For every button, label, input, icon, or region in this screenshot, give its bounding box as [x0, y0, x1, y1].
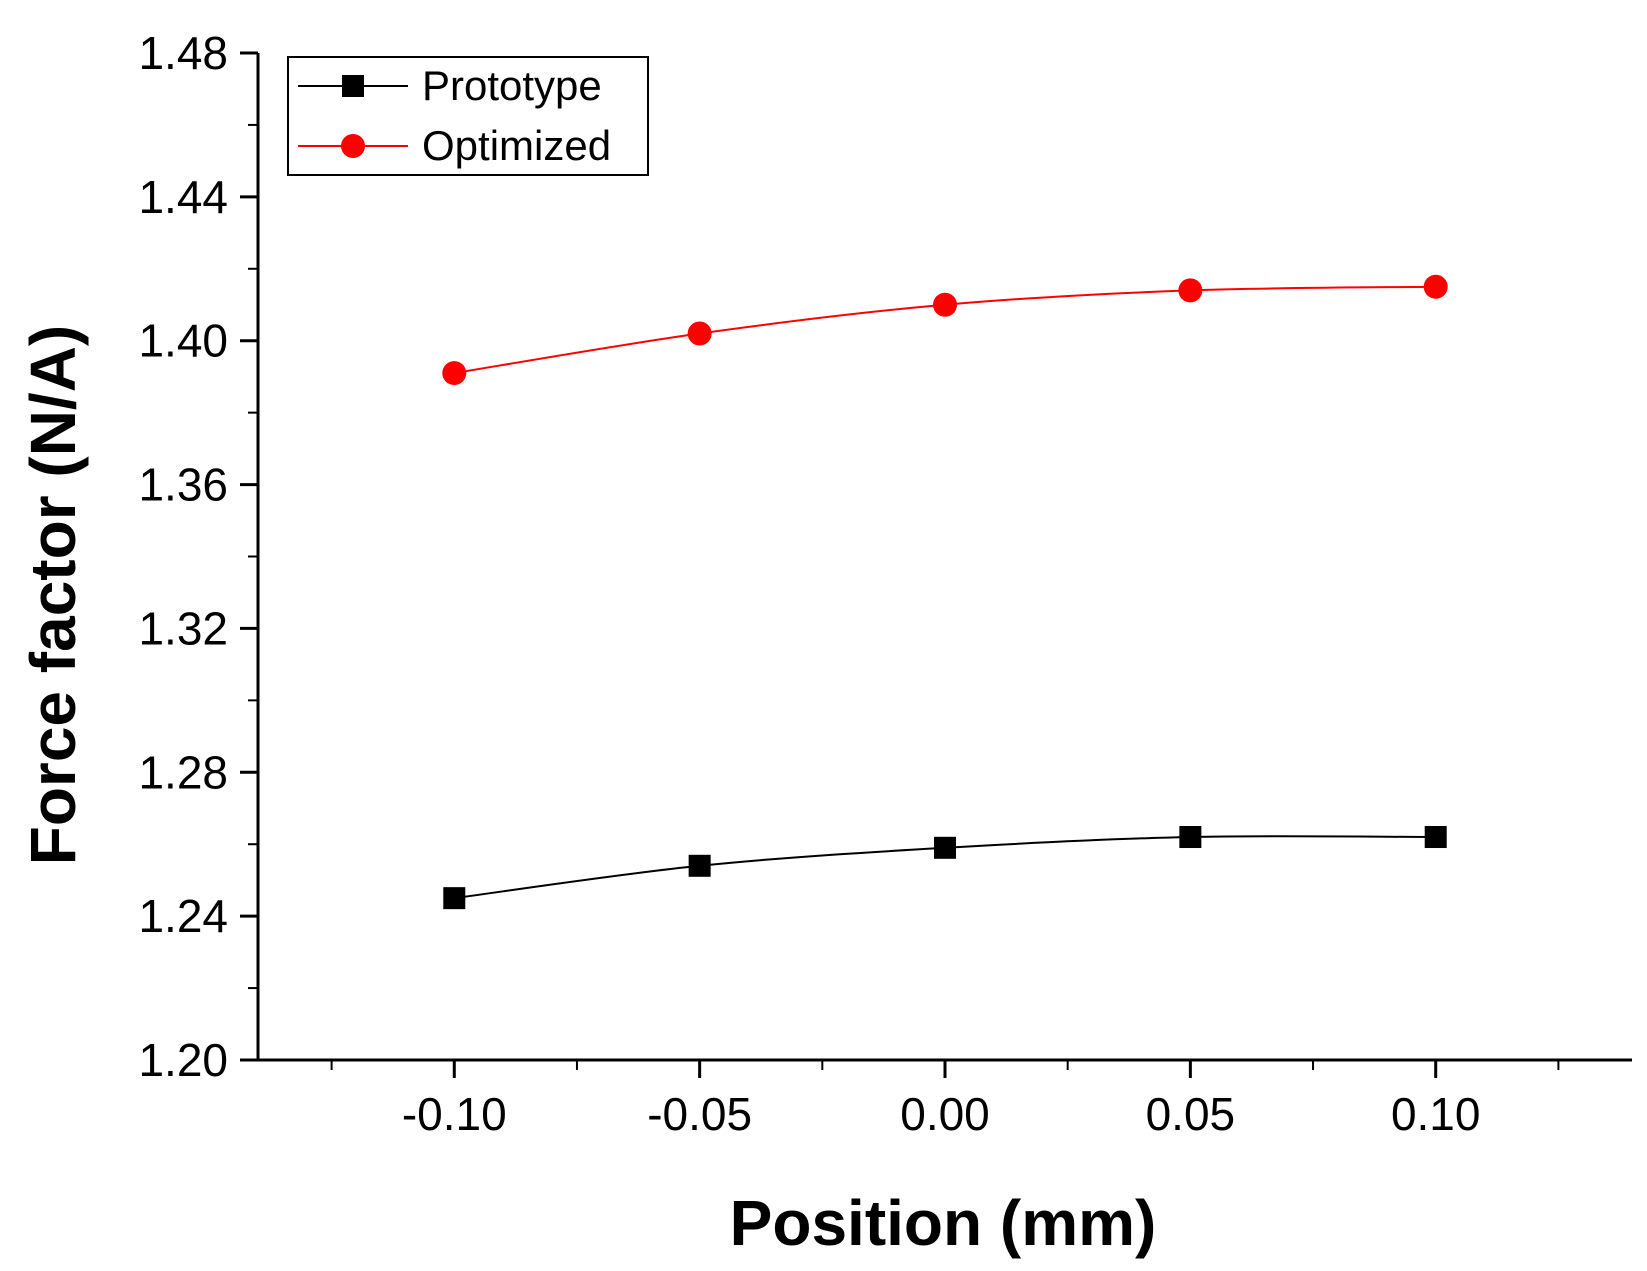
y-tick-label: 1.36 — [138, 459, 228, 511]
y-axis-ticks: 1.20 1.24 1.28 1.32 1.36 1.40 1.44 1.48 — [138, 27, 258, 1086]
x-tick-label: -0.05 — [647, 1088, 752, 1140]
legend-marker-optimized — [341, 134, 365, 158]
data-point-prototype — [1179, 826, 1202, 849]
y-tick-label: 1.44 — [138, 171, 228, 223]
y-tick-label: 1.20 — [138, 1034, 228, 1086]
y-tick-label: 1.32 — [138, 602, 228, 654]
data-point-optimized — [442, 361, 467, 386]
series-prototype — [443, 826, 1447, 910]
data-point-optimized — [933, 292, 957, 317]
y-tick-label: 1.28 — [138, 746, 228, 798]
y-tick-label: 1.24 — [138, 890, 228, 942]
x-tick-label: 0.00 — [900, 1088, 990, 1140]
data-point-prototype — [1424, 826, 1447, 849]
x-axis-ticks: -0.10 -0.05 0.00 0.05 0.10 — [330, 1060, 1560, 1140]
x-tick-label: 0.05 — [1146, 1088, 1236, 1140]
data-point-prototype — [934, 836, 956, 859]
y-tick-label: 1.40 — [138, 315, 228, 367]
x-axis-title: Position (mm) — [730, 1187, 1157, 1259]
series-layer — [442, 274, 1448, 910]
y-tick-label: 1.48 — [138, 27, 228, 79]
x-tick-label: -0.10 — [402, 1088, 507, 1140]
legend: Prototype Optimized — [287, 56, 649, 176]
legend-label-optimized: Optimized — [422, 122, 611, 169]
data-point-optimized — [687, 321, 712, 346]
legend-marker-prototype — [342, 75, 364, 97]
data-point-optimized — [1423, 274, 1448, 299]
data-point-prototype — [688, 854, 711, 877]
legend-label-prototype: Prototype — [422, 62, 602, 109]
y-axis-title: Force factor (N/A) — [17, 325, 89, 866]
data-point-optimized — [1178, 278, 1203, 303]
series-optimized — [442, 274, 1448, 386]
data-point-prototype — [443, 887, 466, 910]
x-tick-label: 0.10 — [1391, 1088, 1481, 1140]
